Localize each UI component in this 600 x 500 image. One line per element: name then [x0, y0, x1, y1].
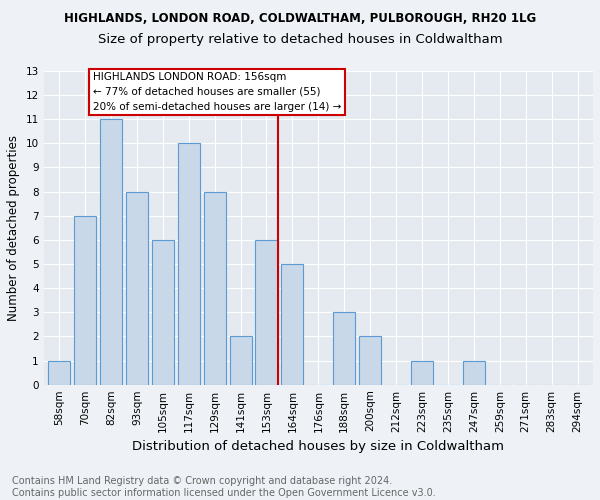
Bar	[178, 144, 200, 384]
Bar	[463, 360, 485, 384]
Bar	[256, 240, 278, 384]
Text: HIGHLANDS, LONDON ROAD, COLDWALTHAM, PULBOROUGH, RH20 1LG: HIGHLANDS, LONDON ROAD, COLDWALTHAM, PUL…	[64, 12, 536, 26]
Bar	[100, 119, 122, 384]
Bar	[152, 240, 174, 384]
Text: Size of property relative to detached houses in Coldwaltham: Size of property relative to detached ho…	[98, 32, 502, 46]
Bar	[281, 264, 304, 384]
X-axis label: Distribution of detached houses by size in Coldwaltham: Distribution of detached houses by size …	[133, 440, 505, 453]
Bar	[74, 216, 96, 384]
Bar	[359, 336, 381, 384]
Bar	[411, 360, 433, 384]
Bar	[48, 360, 70, 384]
Bar	[126, 192, 148, 384]
Y-axis label: Number of detached properties: Number of detached properties	[7, 135, 20, 321]
Text: Contains HM Land Registry data © Crown copyright and database right 2024.
Contai: Contains HM Land Registry data © Crown c…	[12, 476, 436, 498]
Text: HIGHLANDS LONDON ROAD: 156sqm
← 77% of detached houses are smaller (55)
20% of s: HIGHLANDS LONDON ROAD: 156sqm ← 77% of d…	[93, 72, 341, 112]
Bar	[230, 336, 251, 384]
Bar	[203, 192, 226, 384]
Bar	[333, 312, 355, 384]
